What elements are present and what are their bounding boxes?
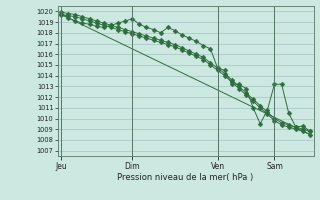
X-axis label: Pression niveau de la mer( hPa ): Pression niveau de la mer( hPa ) [117, 173, 254, 182]
